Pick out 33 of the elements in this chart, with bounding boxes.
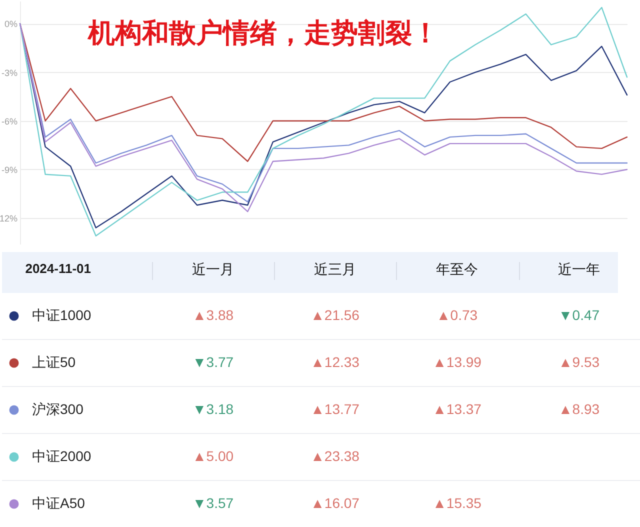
y-tick-label: -9% <box>1 164 18 175</box>
text: 近一月 <box>192 261 234 277</box>
text: ▲0.73 <box>436 307 478 323</box>
text: ▲23.38 <box>310 448 360 464</box>
y-tick-label: 12% <box>0 214 18 224</box>
y-tick-label: 0% <box>4 19 18 30</box>
text: ▲16.07 <box>310 495 360 511</box>
text: ▲12.33 <box>310 354 360 370</box>
text: ▲8.93 <box>558 401 600 417</box>
text: ▲13.37 <box>432 401 482 417</box>
text: 近三月 <box>314 261 356 277</box>
text: ▼3.18 <box>192 401 234 417</box>
text: ▲3.88 <box>192 307 234 323</box>
text: ▲15.35 <box>432 495 482 511</box>
legend-label: 上证50 <box>32 354 76 370</box>
text: 年至今 <box>436 261 478 277</box>
text: ▼0.47 <box>558 307 600 323</box>
legend-label: 中证A50 <box>32 495 86 511</box>
text: ▲5.00 <box>192 448 234 464</box>
text: ▲21.56 <box>310 307 360 323</box>
text: ▲13.77 <box>310 401 360 417</box>
text: 机构和散户情绪，走势割裂！ <box>87 18 439 48</box>
text: ▼3.57 <box>192 495 234 511</box>
text: 近一年 <box>558 261 600 277</box>
legend-label: 沪深300 <box>32 401 84 417</box>
legend-title: 2024-11-01 <box>25 261 91 276</box>
y-tick-label: -3% <box>1 68 18 78</box>
y-tick-label: -6% <box>1 116 18 126</box>
text: ▲9.53 <box>558 354 600 370</box>
text: ▲13.99 <box>432 354 482 370</box>
legend-label: 中证2000 <box>32 448 92 464</box>
legend-label: 中证1000 <box>32 307 92 323</box>
text: ▼3.77 <box>192 354 234 370</box>
